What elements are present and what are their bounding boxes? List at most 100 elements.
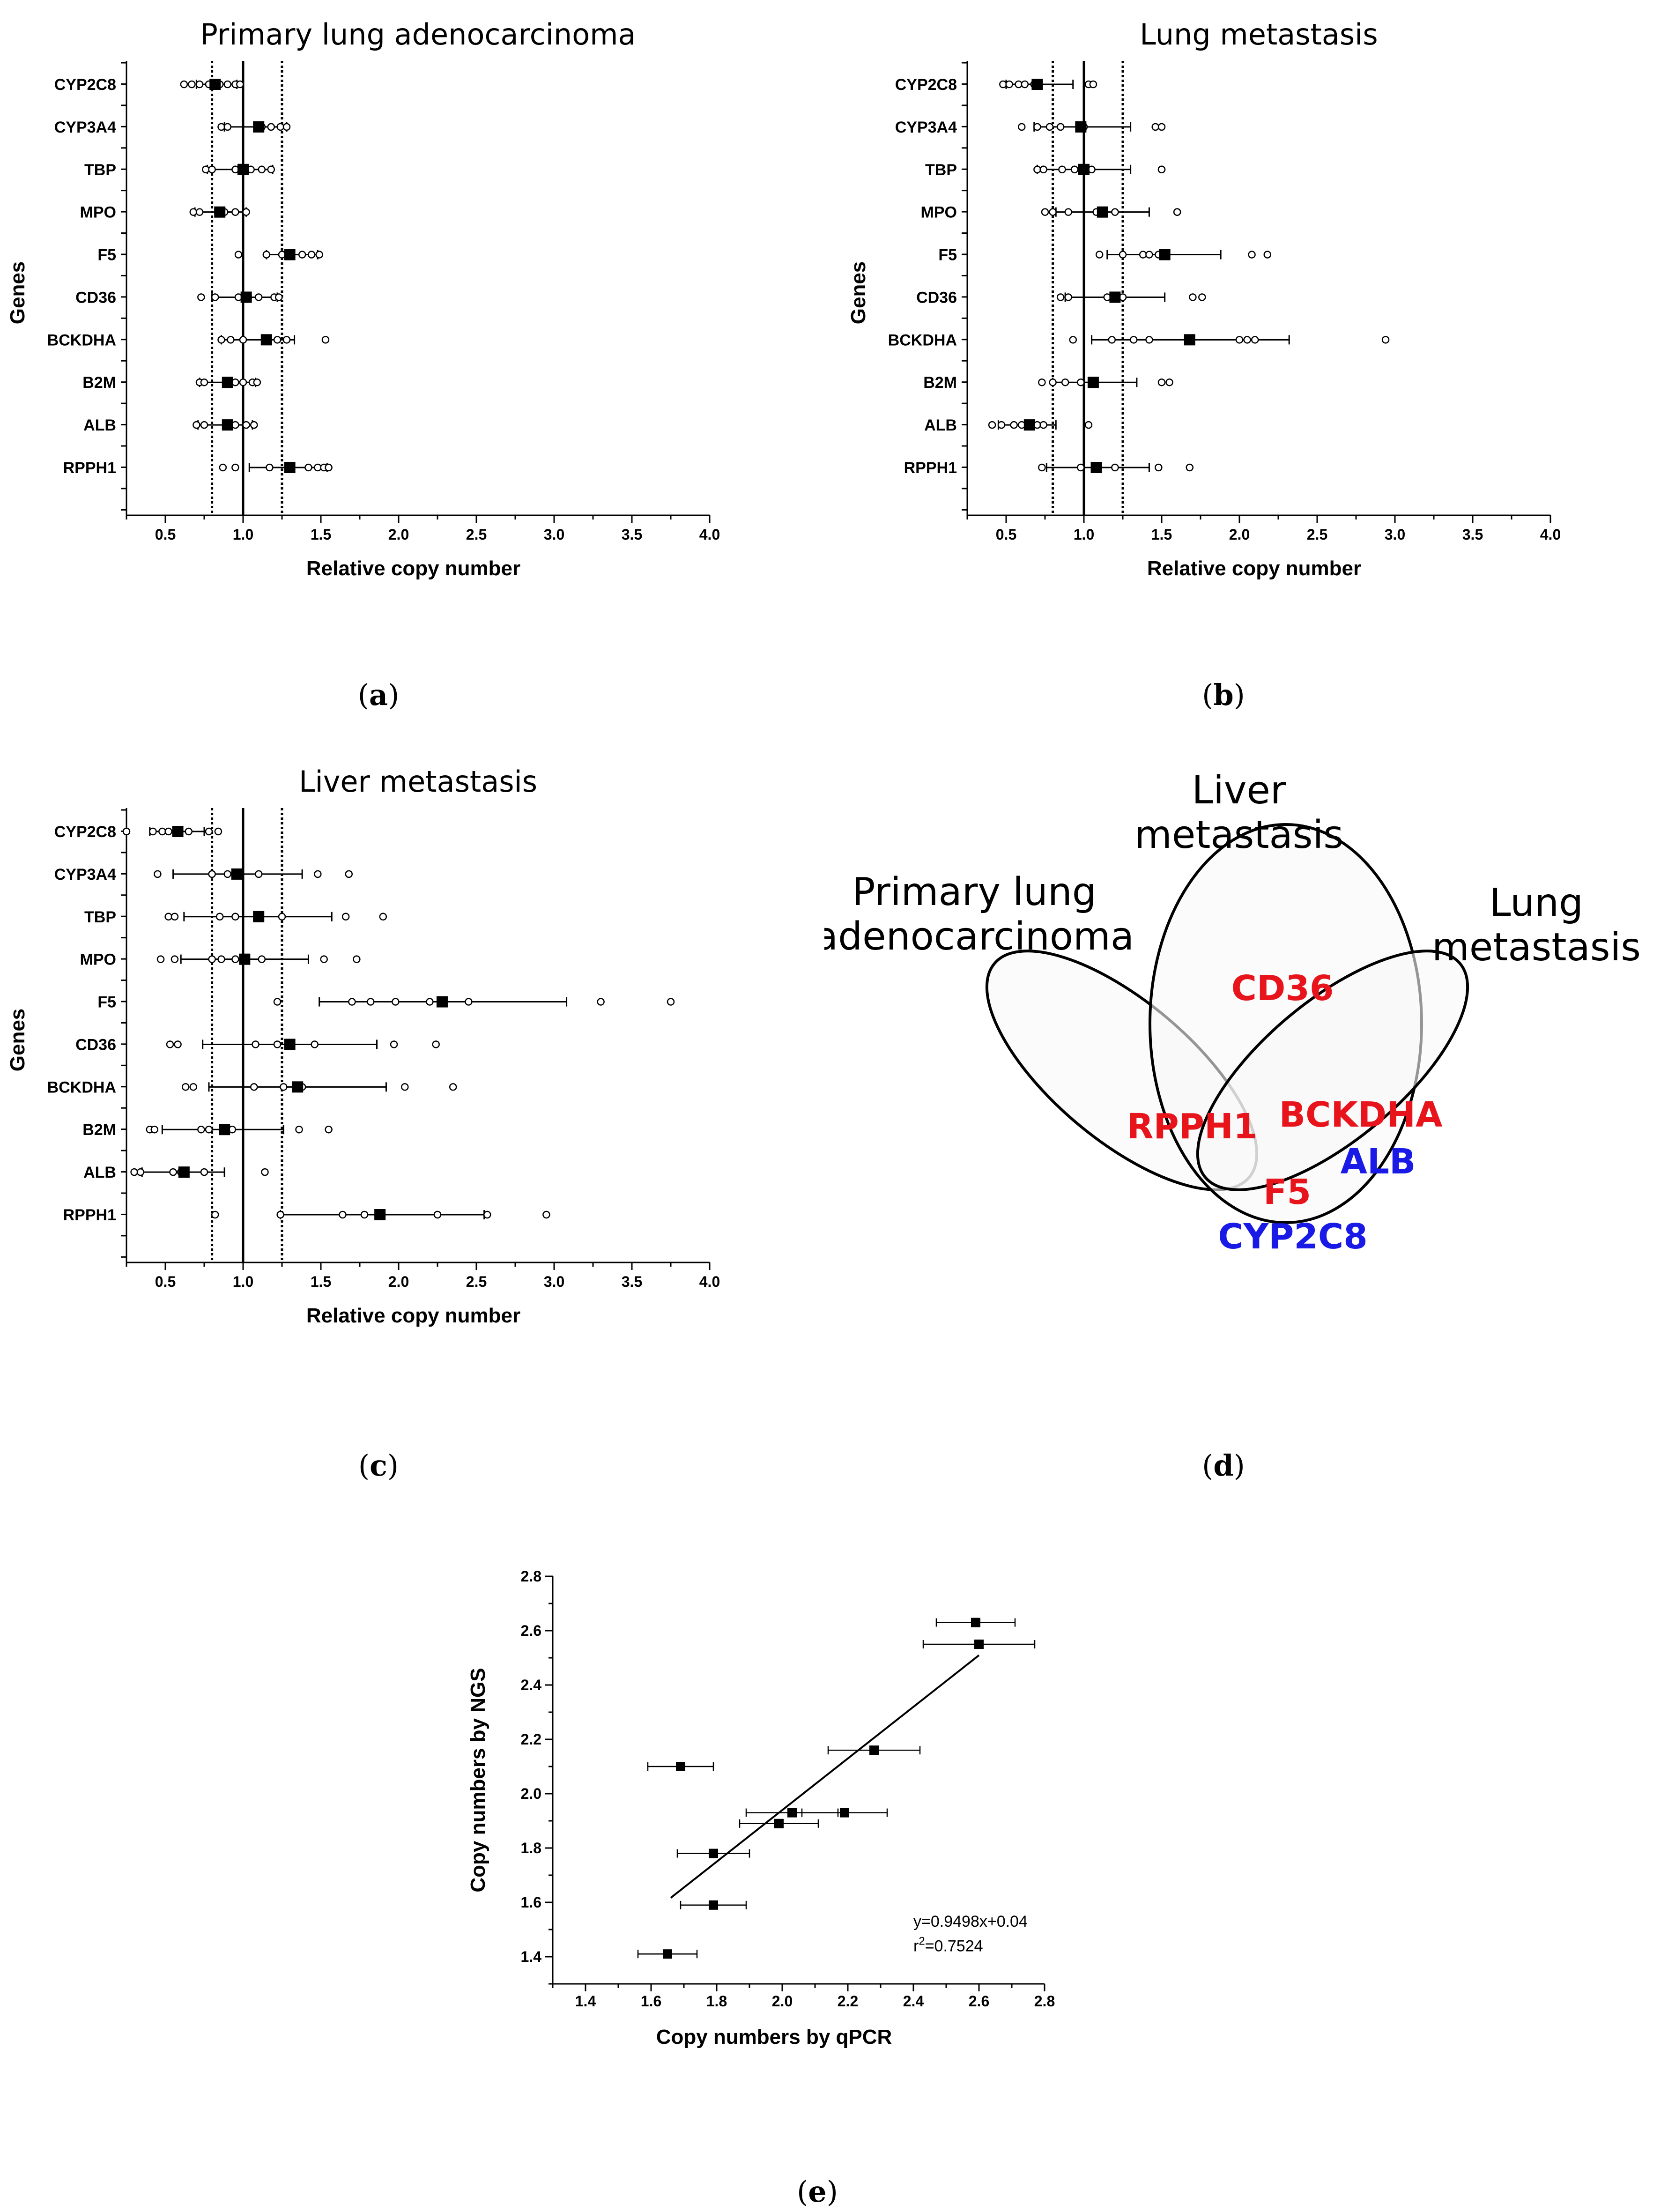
gene-label: F5 [97, 246, 116, 264]
data-point [193, 421, 200, 429]
x-axis-label: Relative copy number [306, 1304, 520, 1327]
mean-marker [260, 334, 272, 346]
data-point [205, 1125, 213, 1134]
gene-label: CD36 [75, 289, 116, 306]
data-point [1077, 463, 1085, 472]
data-point [1033, 165, 1041, 174]
data-point [1248, 251, 1256, 259]
data-point [1041, 208, 1049, 216]
gene-label: B2M [82, 374, 116, 392]
mean-marker [172, 826, 184, 837]
data-point [353, 955, 361, 963]
data-point [250, 1083, 258, 1091]
data-point [250, 421, 258, 429]
data-point [149, 827, 157, 836]
mean-marker [284, 462, 296, 473]
mean-marker [253, 121, 265, 133]
data-point [156, 955, 165, 963]
mean-marker [1184, 334, 1195, 346]
gene-label: TBP [925, 161, 957, 179]
data-point [276, 123, 284, 131]
caption-c: (c) [358, 1448, 399, 1483]
data-point [219, 463, 227, 472]
data-point [315, 251, 323, 259]
gene-label: MPO [80, 951, 116, 969]
data-point [180, 80, 188, 89]
data-point [320, 955, 328, 963]
data-point [242, 208, 250, 216]
fit-line [670, 1654, 980, 1899]
chart-title: Liver metastasis [299, 765, 537, 799]
data-point [1033, 123, 1041, 131]
data-point [166, 1040, 174, 1048]
mean-marker [231, 868, 243, 880]
data-point [254, 870, 263, 878]
data-point [971, 1618, 980, 1627]
mean-marker [219, 1124, 230, 1136]
data-point [345, 870, 353, 878]
r-squared-value: =0.7524 [925, 1937, 983, 1955]
data-point [169, 1168, 177, 1176]
data-point [1039, 165, 1047, 174]
data-point [188, 80, 196, 89]
data-point [432, 1040, 440, 1048]
data-point [1145, 336, 1153, 344]
data-point [1251, 336, 1259, 344]
gene-label: B2M [82, 1121, 116, 1139]
data-point [239, 336, 247, 344]
data-point [266, 463, 274, 472]
data-point [1111, 463, 1119, 472]
y-tick-label: 2.0 [521, 1785, 541, 1802]
x-tick-label: 1.6 [641, 1993, 661, 2010]
venn-gene-cd36: CD36 [1231, 968, 1334, 1009]
mean-marker [239, 953, 251, 965]
gene-label: ALB [83, 1164, 116, 1181]
data-point [1064, 208, 1073, 216]
mean-marker [222, 419, 233, 431]
gene-label: MPO [80, 204, 116, 222]
data-point [223, 123, 232, 131]
data-point [325, 463, 333, 472]
data-point [709, 1848, 718, 1858]
data-point [208, 870, 216, 878]
data-point [314, 463, 322, 472]
gene-label: F5 [938, 246, 957, 264]
data-point [709, 1900, 718, 1910]
mean-marker [1109, 291, 1121, 303]
data-point [1157, 378, 1166, 386]
mean-marker [1097, 206, 1108, 218]
venn-label-primary-line1: Primary lung [852, 870, 1097, 914]
data-point [1157, 165, 1166, 174]
data-point [366, 998, 375, 1006]
data-point [236, 80, 244, 89]
gene-label: ALB [83, 416, 116, 434]
x-axis-label: Relative copy number [1147, 557, 1361, 580]
data-point [214, 827, 222, 836]
mean-marker [1075, 121, 1087, 133]
mean-marker [284, 1039, 296, 1050]
x-tick-label: 2.4 [903, 1993, 924, 2010]
data-point [171, 955, 179, 963]
data-point [974, 1640, 984, 1649]
data-point [253, 378, 261, 386]
data-point [390, 1040, 398, 1048]
gene-label: BCKDHA [888, 331, 957, 349]
data-point [208, 955, 216, 963]
data-point [869, 1745, 879, 1755]
data-point [1139, 251, 1147, 259]
mean-marker [209, 79, 221, 90]
x-tick-label: 2.2 [838, 1993, 858, 2010]
chart-title: Lung metastasis [1140, 17, 1378, 52]
data-point [258, 165, 266, 174]
data-point [195, 208, 204, 216]
venn-label-liver-line1: Liver [1192, 768, 1286, 813]
data-point [1058, 165, 1066, 174]
data-point [321, 336, 330, 344]
data-point [1119, 251, 1127, 259]
y-tick-label: 2.8 [521, 1568, 541, 1585]
x-tick-label: 2.0 [388, 526, 409, 543]
data-point [197, 293, 205, 301]
data-point [1151, 123, 1159, 131]
data-point [314, 870, 322, 878]
data-point [1039, 421, 1047, 429]
